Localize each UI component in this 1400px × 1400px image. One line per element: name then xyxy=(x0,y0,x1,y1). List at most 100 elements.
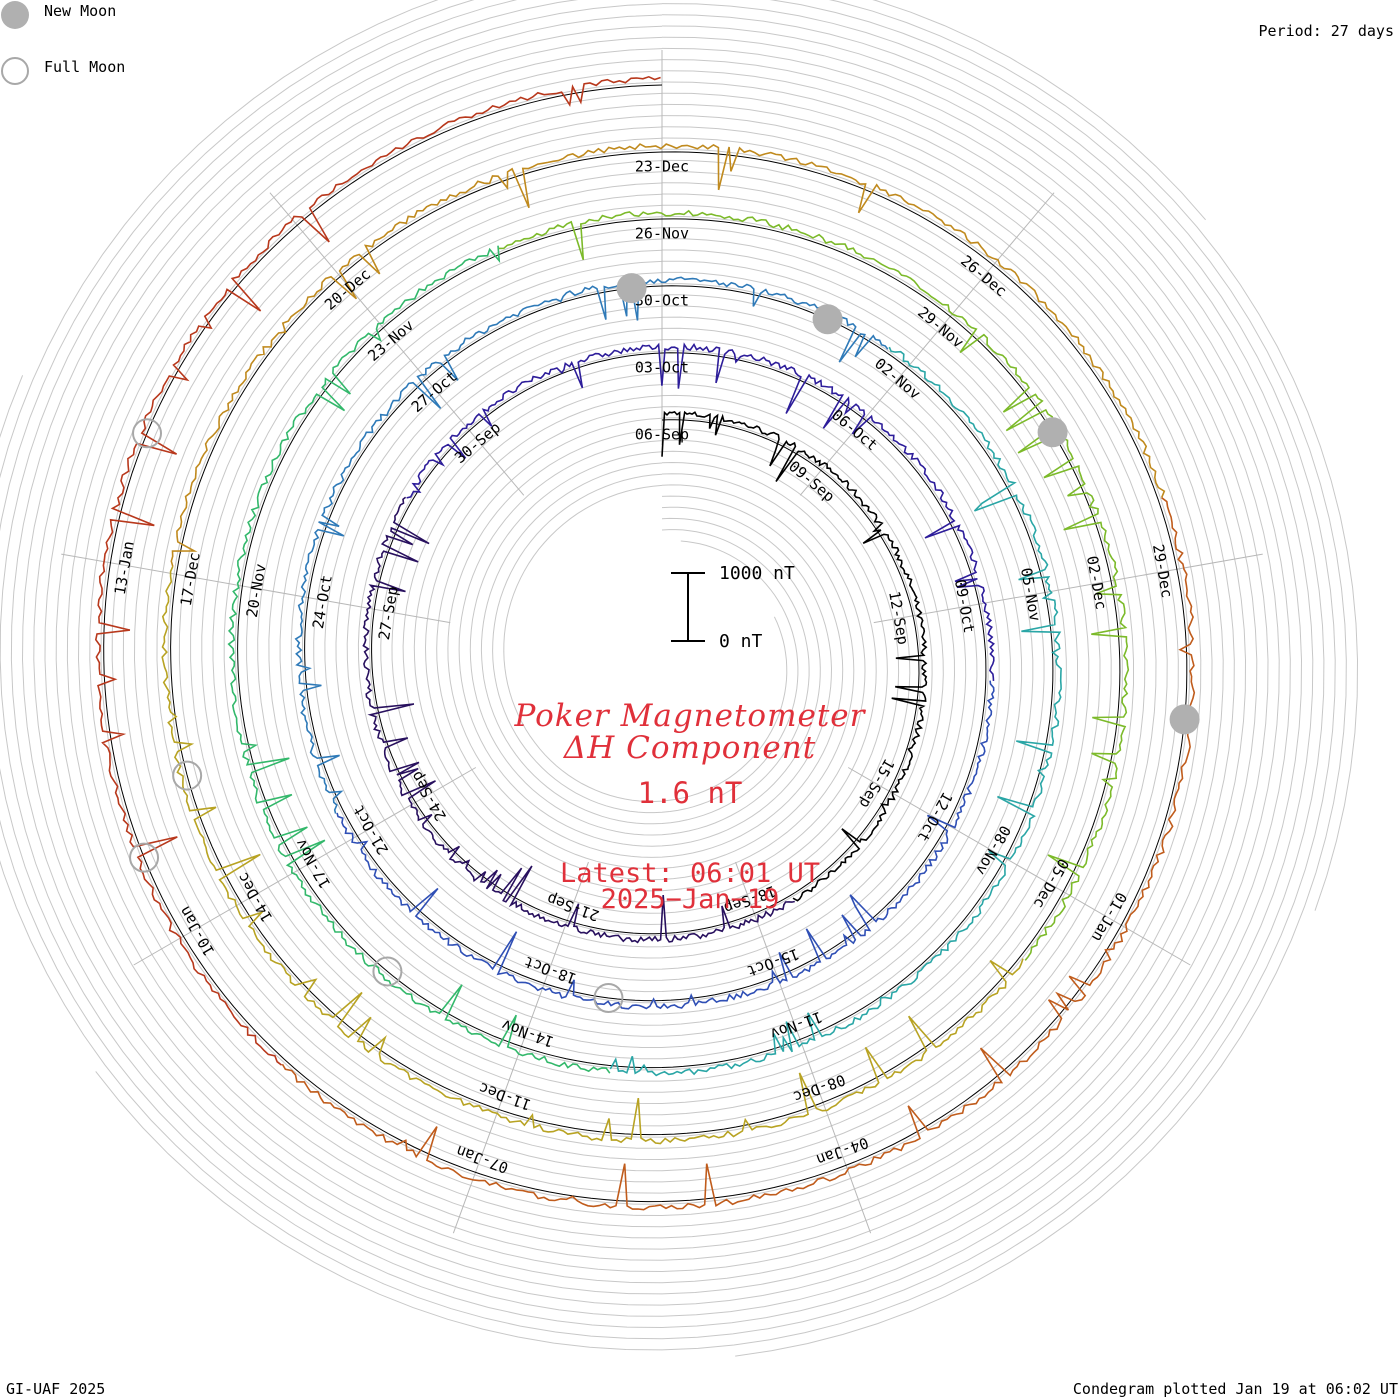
chart-subtitle: ΔH Component xyxy=(563,730,817,766)
moon-marker-layer xyxy=(129,273,1200,1013)
date-label: 21-Oct xyxy=(349,802,392,858)
grid-spiral xyxy=(145,126,1146,1161)
date-label: 05-Dec xyxy=(1030,856,1073,912)
full-moon-marker xyxy=(129,842,160,873)
chart-title: Poker Magnetometer xyxy=(514,698,866,734)
date-label: 10-Jan xyxy=(176,903,219,959)
grid-spiral xyxy=(402,384,888,903)
date-label: 09-Sep xyxy=(785,457,838,506)
date-label: 07-Jan xyxy=(454,1142,511,1177)
date-label: 08-Nov xyxy=(972,822,1015,878)
grid-spiral xyxy=(346,328,944,959)
grid-spiral xyxy=(279,260,1011,1026)
grid-spiral xyxy=(44,25,1247,1261)
grid-spiral xyxy=(735,0,1347,1357)
grid-spiral xyxy=(469,451,821,836)
baseline-spiral-4 xyxy=(103,84,1188,1203)
date-label: 20-Dec xyxy=(321,265,374,314)
grid-spiral xyxy=(424,406,866,881)
grid-spiral xyxy=(10,0,1280,1295)
new-moon-marker xyxy=(1169,704,1200,735)
series-trace-3 xyxy=(336,680,995,1010)
series-trace-5 xyxy=(609,346,1062,1077)
grid-spiral xyxy=(122,104,1168,1183)
series-trace-4 xyxy=(294,276,889,814)
grid-spiral xyxy=(290,272,1000,1015)
spoke-line xyxy=(799,192,1055,496)
series-trace-11 xyxy=(94,75,661,1066)
grid-spiral xyxy=(0,14,1325,1340)
grid-spiral xyxy=(111,92,1179,1194)
date-label: 05-Nov xyxy=(1017,566,1044,623)
date-label: 06-Oct xyxy=(828,406,881,455)
new-moon-marker xyxy=(616,273,647,304)
grid-spiral xyxy=(234,216,1056,1071)
grid-spiral xyxy=(458,440,833,847)
date-label: 30-Oct xyxy=(635,292,689,310)
grid-spiral xyxy=(246,227,1045,1060)
series-trace-8 xyxy=(161,566,1024,1145)
date-label: 06-Sep xyxy=(635,426,689,444)
baseline-spiral-2 xyxy=(237,218,1054,1069)
grid-spiral xyxy=(313,294,978,993)
footer-credit: GI-UAF 2025 xyxy=(6,1380,106,1398)
series-trace-6 xyxy=(227,245,611,1074)
new-moon-marker xyxy=(812,304,843,335)
date-label: 01-Jan xyxy=(1088,889,1131,945)
grid-spiral xyxy=(66,48,1224,1239)
date-label: 02-Dec xyxy=(1083,554,1110,611)
spoke-line xyxy=(452,861,589,1234)
legend-label-new-moon: New Moon xyxy=(44,2,117,20)
full-moon-marker xyxy=(132,418,163,449)
series-trace-7 xyxy=(498,209,1130,961)
spoke-line xyxy=(873,553,1263,624)
grid-spiral xyxy=(503,484,788,803)
new-moon-marker xyxy=(1037,417,1068,448)
grid-spiral xyxy=(872,0,1206,221)
date-label: 30-Sep xyxy=(451,418,504,467)
grid-spiral xyxy=(89,70,1202,1217)
date-label: 26-Dec xyxy=(957,252,1010,301)
grid-spiral xyxy=(257,238,1034,1048)
date-label: 29-Nov xyxy=(914,303,967,352)
date-label: 27-Oct xyxy=(408,367,461,416)
full-moon-marker xyxy=(372,956,403,987)
date-label: 23-Nov xyxy=(364,316,417,365)
grid-spiral xyxy=(492,473,799,814)
date-label: 02-Nov xyxy=(871,354,924,403)
series-trace-9 xyxy=(170,143,1166,567)
date-label: 23-Dec xyxy=(635,158,689,176)
grid-spiral xyxy=(77,59,1213,1228)
grid-spiral xyxy=(335,316,956,970)
latest-time: Latest: 06:01 UT xyxy=(559,858,821,889)
grid-spiral xyxy=(357,339,933,948)
series-layer xyxy=(94,75,1196,1211)
full-moon-icon xyxy=(1,57,29,85)
date-label: 17-Dec xyxy=(177,551,204,607)
grid-spiral xyxy=(324,305,967,981)
grid-spiral xyxy=(133,115,1157,1172)
new-moon-icon xyxy=(1,1,29,29)
period-label: Period: 27 days xyxy=(1258,22,1394,40)
grid-spiral xyxy=(21,3,1269,1284)
current-value: 1.6 nT xyxy=(637,776,743,810)
scale-bar xyxy=(671,572,705,642)
grid-spiral xyxy=(301,283,989,1004)
date-label: 03-Oct xyxy=(635,359,689,377)
grid-spiral xyxy=(447,428,844,858)
grid-spiral xyxy=(480,462,810,825)
scale-top-label: 1000 nT xyxy=(719,563,795,584)
spoke-line xyxy=(269,192,525,496)
grid-layer xyxy=(0,0,1359,1357)
footer-plot-time: Condegram plotted Jan 19 at 06:02 UT xyxy=(1072,1380,1398,1398)
grid-spiral xyxy=(55,36,1235,1250)
date-label: 13-Jan xyxy=(111,540,138,596)
series-trace-0 xyxy=(661,410,928,902)
grid-spiral xyxy=(0,0,1314,1329)
date-label: 14-Dec xyxy=(234,869,277,925)
grid-spiral xyxy=(828,0,1359,911)
spoke-line xyxy=(847,767,1191,966)
grid-spiral xyxy=(436,417,855,870)
grid-spiral xyxy=(212,193,1078,1093)
